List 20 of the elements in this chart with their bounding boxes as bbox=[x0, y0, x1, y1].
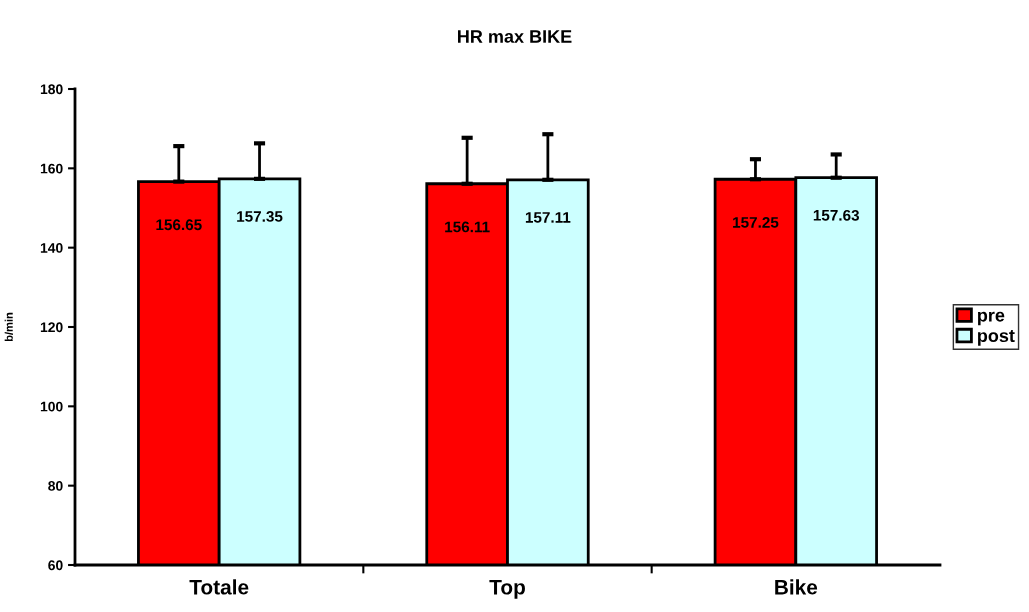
x-tick-label: Bike bbox=[775, 579, 818, 595]
data-label: 156.65 bbox=[156, 219, 202, 231]
data-label: 157.25 bbox=[733, 216, 779, 228]
data-label: 157.11 bbox=[525, 212, 571, 223]
y-tick-label: 120 bbox=[40, 322, 63, 333]
y-axis-title: b/min bbox=[4, 312, 13, 342]
x-tick-label: Top bbox=[489, 580, 525, 599]
y-tick-label: 140 bbox=[40, 243, 63, 253]
data-label: 157.35 bbox=[237, 211, 283, 222]
chart-title: HR max BIKE bbox=[458, 30, 572, 43]
legend-label: pre bbox=[978, 311, 1005, 326]
y-tick-label: 80 bbox=[48, 481, 63, 491]
data-label: 157.63 bbox=[813, 209, 860, 221]
y-tick-label: 180 bbox=[40, 84, 63, 95]
data-label: 156.11 bbox=[445, 221, 490, 233]
y-tick-label: 100 bbox=[40, 401, 63, 412]
legend-label: post bbox=[978, 330, 1015, 346]
x-tick-label: Totale bbox=[189, 579, 249, 595]
y-tick-label: 160 bbox=[40, 163, 63, 174]
y-tick-label: 60 bbox=[48, 560, 63, 571]
